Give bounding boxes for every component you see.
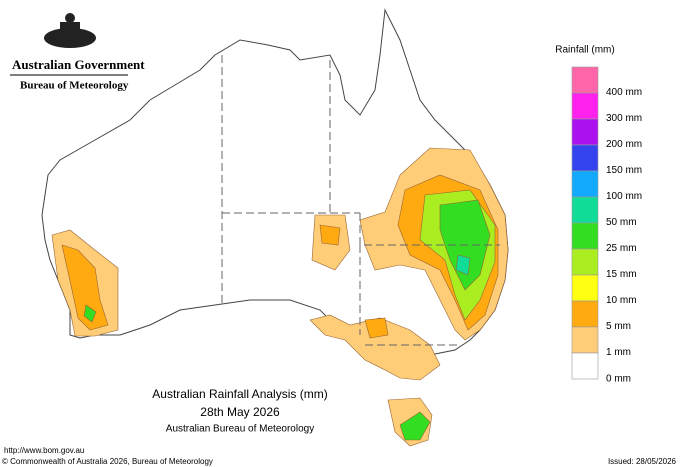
legend-label: 150 mm [606, 165, 642, 176]
legend-title: Rainfall (mm) [555, 45, 614, 56]
legend-swatch [571, 300, 599, 328]
legend-label: 100 mm [606, 191, 642, 202]
footer-url[interactable]: http://www.bom.gov.au [4, 446, 84, 455]
government-name: Australian Government [12, 57, 145, 72]
legend-swatch [571, 352, 599, 380]
legend-swatch [571, 222, 599, 250]
legend-label: 1 mm [606, 347, 631, 358]
legend-label: 50 mm [606, 217, 637, 228]
legend-swatch [571, 248, 599, 276]
legend-label: 400 mm [606, 87, 642, 98]
coat-of-arms [44, 13, 96, 48]
footer-copyright: © Commonwealth of Australia 2026, Bureau… [2, 457, 213, 466]
legend-label: 300 mm [606, 113, 642, 124]
legend-swatch [571, 196, 599, 224]
legend-swatch [571, 170, 599, 198]
map-date: 28th May 2026 [200, 405, 280, 419]
legend: Rainfall (mm) 400 mm 300 mm 200 mm 150 mm 10… [555, 45, 642, 385]
legend-swatch [571, 326, 599, 354]
legend-label: 0 mm [606, 374, 631, 385]
legend-label: 15 mm [606, 269, 637, 280]
legend-swatch [571, 66, 599, 94]
legend-swatch [571, 92, 599, 120]
footer-issued: Issued: 28/05/2026 [608, 457, 677, 466]
agency-name: Bureau of Meteorology [20, 80, 129, 92]
map-title: Australian Rainfall Analysis (mm) [152, 387, 327, 401]
legend-swatch [571, 118, 599, 146]
rain-areas [51, 147, 509, 447]
legend-swatch [571, 274, 599, 302]
legend-label: 25 mm [606, 243, 637, 254]
legend-swatch [571, 144, 599, 172]
legend-label: 10 mm [606, 295, 637, 306]
legend-label: 200 mm [606, 139, 642, 150]
state-borders [221, 55, 500, 346]
map-source: Australian Bureau of Meteorology [166, 424, 314, 435]
legend-label: 5 mm [606, 321, 631, 332]
